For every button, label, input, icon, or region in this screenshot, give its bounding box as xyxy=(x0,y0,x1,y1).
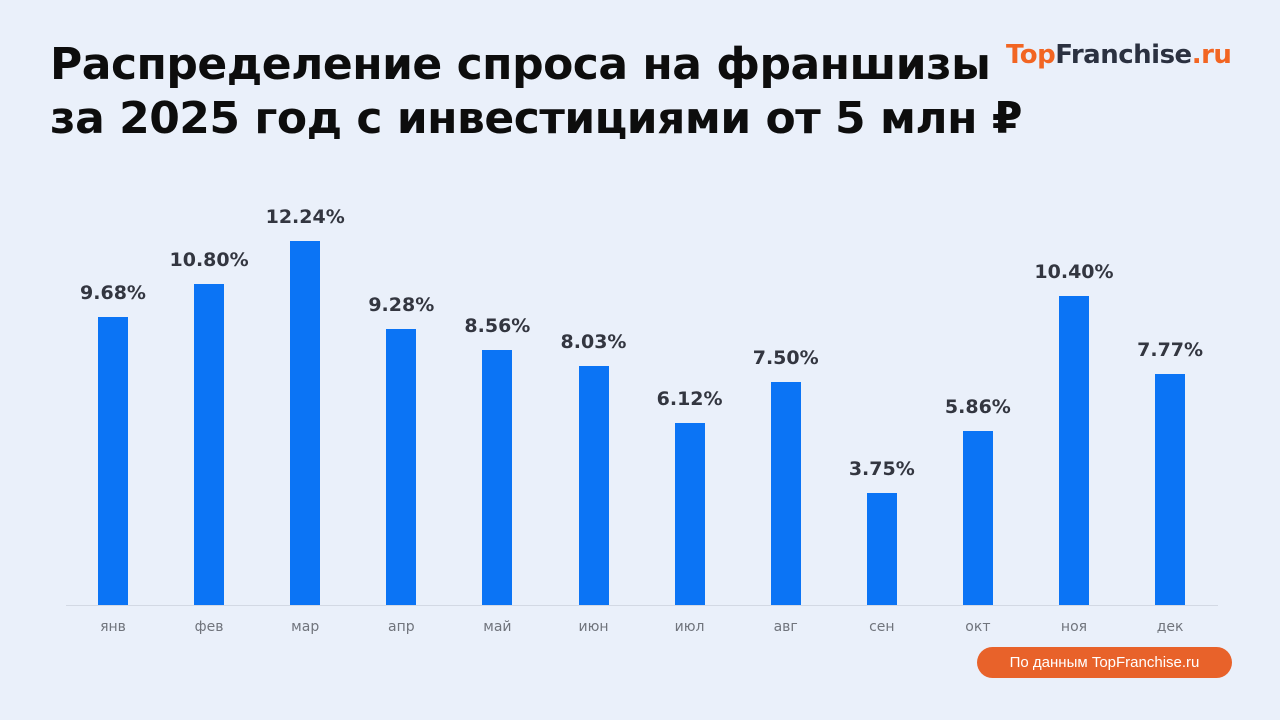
source-badge: По данным TopFranchise.ru xyxy=(977,647,1232,678)
value-label: 7.77% xyxy=(1137,338,1204,361)
bar-апр xyxy=(386,329,417,605)
value-label: 9.28% xyxy=(368,294,435,316)
logo-part-domain: .ru xyxy=(1191,40,1232,70)
category-label: апр xyxy=(387,619,415,635)
value-label: 9.68% xyxy=(80,282,146,305)
bar-май xyxy=(482,350,513,605)
category-label: окт xyxy=(965,619,991,635)
bar-сен xyxy=(866,493,897,605)
value-label: 10.80% xyxy=(169,248,249,271)
category-label: авг xyxy=(773,619,798,635)
brand-logo: TopFranchise.ru xyxy=(1006,40,1232,70)
category-label: янв xyxy=(100,619,126,635)
bar-янв xyxy=(98,317,128,605)
x-axis-line xyxy=(66,605,1218,606)
value-label: 3.75% xyxy=(848,458,915,481)
category-label: июн xyxy=(578,619,609,635)
value-label: 5.86% xyxy=(944,395,1011,418)
category-label: ноя xyxy=(1060,619,1088,635)
title-line-2: за 2025 год с инвестициями от 5 млн ₽ xyxy=(50,93,1022,144)
bar-июл xyxy=(674,422,705,605)
category-label: май xyxy=(483,619,512,635)
value-label: 7.50% xyxy=(752,346,819,369)
title-line-1: Распределение спроса на франшизы xyxy=(50,39,991,90)
logo-part-top: Top xyxy=(1006,40,1056,70)
value-label: 6.12% xyxy=(656,387,723,410)
bar-ноя xyxy=(1059,295,1089,605)
category-label: июл xyxy=(674,619,705,635)
value-label: 8.56% xyxy=(464,315,531,338)
category-label: мар xyxy=(291,619,320,635)
category-label: дек xyxy=(1156,619,1184,635)
logo-part-franchise: Franchise xyxy=(1055,40,1192,70)
bar-фев xyxy=(194,283,225,605)
value-label: 10.40% xyxy=(1034,260,1114,283)
bar-дек xyxy=(1155,373,1186,605)
bar-мар xyxy=(290,240,321,605)
category-label: сен xyxy=(869,619,895,635)
bar-окт xyxy=(962,430,993,605)
bar-авг xyxy=(770,381,801,605)
bar-июн xyxy=(578,366,609,605)
category-label: фев xyxy=(194,619,224,635)
value-label: 8.03% xyxy=(560,331,627,354)
value-label: 12.24% xyxy=(265,205,345,228)
chart-title: Распределение спроса на франшизы за 2025… xyxy=(50,38,1022,146)
